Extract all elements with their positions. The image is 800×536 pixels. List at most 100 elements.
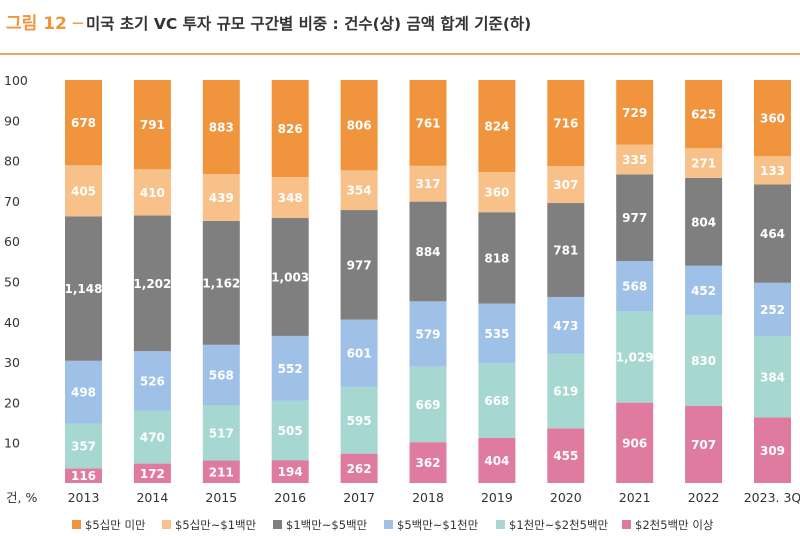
bar-segment: [616, 80, 654, 145]
bar-segment: [271, 335, 309, 401]
bar-segment: [133, 215, 171, 352]
data-label: 1,202: [133, 277, 171, 291]
data-label: 271: [691, 157, 716, 171]
data-label: 669: [415, 398, 440, 412]
bar-segment: [685, 265, 723, 316]
legend-swatch: [622, 520, 631, 529]
bar-segment: [754, 282, 791, 337]
bar-segment: [340, 386, 378, 454]
bar-segment: [202, 174, 240, 221]
bar-segment: [271, 460, 309, 483]
bar-segment: [133, 169, 171, 216]
y-tick-label: 40: [4, 315, 20, 330]
x-tick-label: 2015: [205, 490, 237, 505]
data-label: 977: [347, 258, 372, 272]
bar-segment: [65, 80, 102, 166]
bar-segment: [65, 216, 102, 361]
y-tick-label: 70: [4, 194, 20, 209]
data-label: 252: [760, 303, 785, 317]
bar-segment: [616, 174, 654, 262]
unit-label: 건, %: [6, 490, 37, 505]
data-label: 1,003: [271, 270, 309, 284]
y-tick-label: 80: [4, 154, 20, 169]
data-label: 262: [347, 462, 372, 476]
data-label: 678: [71, 116, 96, 130]
data-label: 761: [415, 116, 440, 130]
bar-segment: [409, 442, 447, 483]
data-label: 470: [140, 431, 165, 445]
data-label: 806: [347, 119, 372, 133]
data-label: 568: [622, 280, 647, 294]
legend-swatch: [72, 520, 81, 529]
data-label: 535: [484, 327, 509, 341]
bar-segment: [409, 201, 447, 302]
data-label: 335: [622, 153, 647, 167]
data-label: 505: [278, 424, 303, 438]
bar-segment: [547, 203, 585, 297]
y-tick-label: 90: [4, 113, 20, 128]
x-tick-label: 2023. 3Q: [744, 490, 800, 505]
legend: $5십만 미만 $5십만~$1백만 $1백만~$5백만 $5백만~$1천만 $1천만~$…: [72, 518, 714, 532]
bar-segment: [409, 301, 447, 367]
data-label: 116: [71, 469, 96, 483]
data-label: 172: [140, 467, 165, 481]
legend-swatch: [384, 520, 393, 529]
bar-segment: [409, 165, 447, 202]
bar-segment: [754, 156, 791, 185]
data-label: 354: [347, 184, 372, 198]
data-label: 362: [415, 456, 440, 470]
bar-segment: [65, 165, 102, 217]
bar-segment: [65, 468, 102, 483]
bar-segment: [547, 80, 585, 167]
x-axis: 2013 2014 2015 2016 2017 2018 2019 2020 2021 2022…: [68, 490, 800, 505]
legend-label: $1백만~$5백만: [286, 518, 368, 532]
bar-segment: [478, 363, 516, 438]
data-label: 404: [484, 454, 509, 468]
bar-segment: [616, 311, 654, 403]
y-tick-label: 60: [4, 234, 20, 249]
data-label: 517: [209, 426, 234, 440]
data-label: 348: [278, 191, 303, 205]
data-label: 716: [553, 117, 578, 131]
y-tick-label: 10: [4, 436, 20, 451]
bar-segment: [478, 437, 516, 483]
bar-segment: [616, 402, 654, 483]
data-label: 1,148: [65, 282, 103, 296]
y-tick-label: 100: [4, 73, 28, 88]
legend-swatch: [162, 520, 171, 529]
bar-segment: [685, 405, 723, 483]
x-tick-label: 2017: [343, 490, 375, 505]
data-label: 498: [71, 386, 96, 400]
data-label: 526: [140, 374, 165, 388]
bar-segment: [754, 417, 791, 483]
y-tick-label: 30: [4, 355, 20, 370]
bar-segment: [547, 428, 585, 483]
data-label: 552: [278, 362, 303, 376]
data-label: 360: [760, 112, 785, 126]
data-label: 405: [71, 184, 96, 198]
x-tick-label: 2022: [688, 490, 720, 505]
bar-segment: [340, 319, 378, 387]
data-label: 307: [553, 178, 578, 192]
bar-segment: [754, 80, 791, 157]
data-label: 884: [415, 245, 440, 259]
bar-segment: [685, 148, 723, 178]
bar-segment: [547, 166, 585, 204]
bar-segment: [202, 460, 240, 483]
x-tick-label: 2016: [274, 490, 306, 505]
data-label: 455: [553, 449, 578, 463]
bar-segment: [754, 336, 791, 418]
data-label: 883: [209, 121, 234, 135]
data-label: 595: [347, 414, 372, 428]
bar-segment: [340, 80, 378, 171]
x-tick-label: 2021: [619, 490, 651, 505]
bar-segment: [685, 315, 723, 406]
bar-segment: [547, 353, 585, 429]
data-label: 791: [140, 118, 165, 132]
bar-segment: [340, 170, 378, 211]
bar-segment: [685, 80, 723, 149]
legend-label: $5십만~$1백만: [175, 518, 257, 532]
data-label: 579: [415, 328, 440, 342]
data-label: 729: [622, 106, 647, 120]
legend-label: $5십만 미만: [85, 518, 146, 532]
